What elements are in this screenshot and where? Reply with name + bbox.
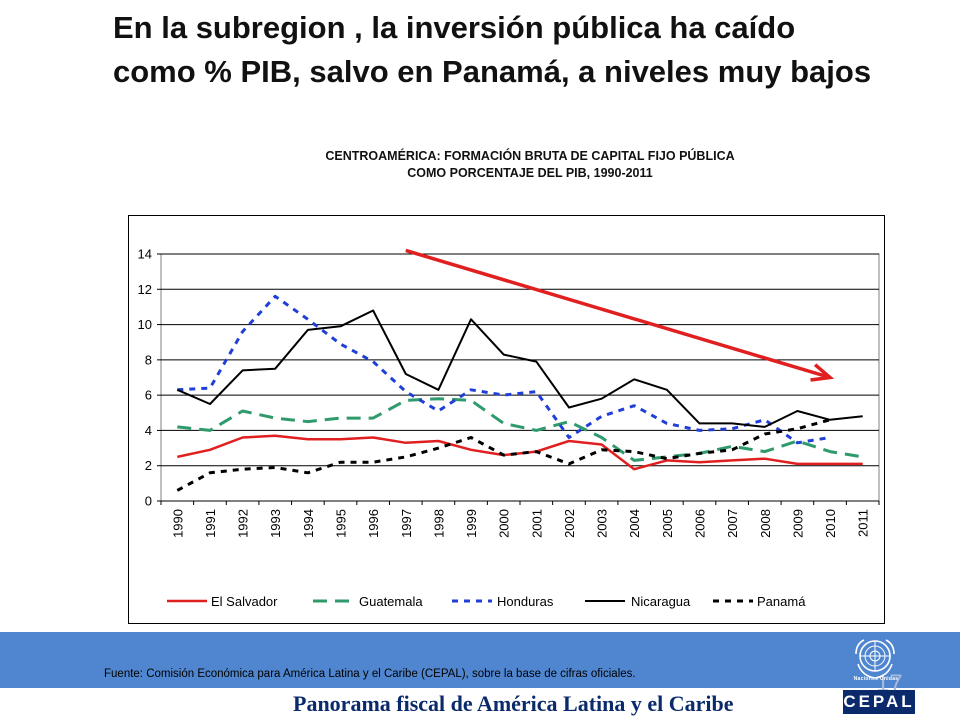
x-tick-label: 2009 (790, 509, 805, 538)
x-tick-label: 1996 (366, 509, 381, 538)
y-tick-label: 6 (145, 388, 152, 403)
chart-title-line-1: CENTROAMÉRICA: FORMACIÓN BRUTA DE CAPITA… (325, 149, 735, 163)
un-label: Naciones Unidas (853, 676, 899, 682)
trend-arrow-head (810, 363, 835, 382)
plot-area (160, 253, 880, 502)
line-chart: 0 2 4 6 8 10 12 14 1990 1991 1992 1993 1994 1995 1996 1… (138, 247, 880, 609)
footer-title: Panorama fiscal de América Latina y el C… (293, 691, 734, 716)
legend-label: El Salvador (211, 594, 278, 609)
y-tick-label: 0 (145, 494, 152, 509)
legend-label: Honduras (497, 594, 554, 609)
x-tick-label: 1994 (301, 509, 316, 538)
x-tick-label: 2004 (627, 509, 642, 538)
chart-title-line-2: COMO PORCENTAJE DEL PIB, 1990-2011 (407, 166, 653, 180)
x-tick-label: 2005 (660, 509, 675, 538)
slide-title: En la subregion , la inversión pública h… (113, 10, 872, 89)
x-tick-label: 2008 (758, 509, 773, 538)
x-tick-label: 2010 (823, 509, 838, 538)
un-emblem-icon (855, 639, 895, 679)
x-tick-label: 1998 (431, 509, 446, 538)
y-tick-label: 8 (145, 352, 152, 367)
series-line-elsalvador (177, 434, 863, 471)
legend-label: Guatemala (359, 594, 423, 609)
series-line-honduras (177, 294, 831, 445)
trend-arrow-shaft (405, 248, 831, 380)
x-tick-label: 2000 (497, 509, 512, 538)
x-tick-label: 1997 (399, 509, 414, 538)
footer-strip (0, 688, 960, 720)
legend-label: Panamá (757, 594, 806, 609)
y-tick-label: 4 (145, 423, 152, 438)
y-tick-label: 14 (138, 247, 152, 262)
chart-frame: 0 2 4 6 8 10 12 14 1990 1991 1992 1993 1994 1995 1996 1… (128, 215, 885, 624)
x-tick-label: 2007 (725, 509, 740, 538)
x-tick-label: 2006 (693, 509, 708, 538)
x-tick-label: 2001 (529, 509, 544, 538)
x-tick-label: 2002 (562, 509, 577, 538)
x-tick-label: 1995 (334, 509, 349, 538)
legend-label: Nicaragua (631, 594, 691, 609)
x-tick-label: 1993 (268, 509, 283, 538)
y-tick-label: 12 (138, 282, 152, 297)
x-tick-label: 2003 (595, 509, 610, 538)
x-tick-label: 1990 (170, 509, 185, 538)
y-tick-label: 2 (145, 458, 152, 473)
cepal-logo: CEPAL (843, 690, 915, 714)
series-line-guatemala (177, 397, 863, 462)
y-tick-label: 10 (138, 317, 152, 332)
x-tick-label: 1999 (464, 509, 479, 538)
x-tick-label: 1991 (203, 509, 218, 538)
series-line-nicaragua (176, 309, 863, 428)
series-line-panam (176, 418, 831, 492)
x-tick-label: 1992 (236, 509, 251, 538)
x-tick-label: 2011 (856, 509, 871, 537)
chart-title: CENTROAMÉRICA: FORMACIÓN BRUTA DE CAPITA… (210, 148, 850, 182)
source-note: Fuente: Comisión Económica para América … (104, 668, 636, 680)
